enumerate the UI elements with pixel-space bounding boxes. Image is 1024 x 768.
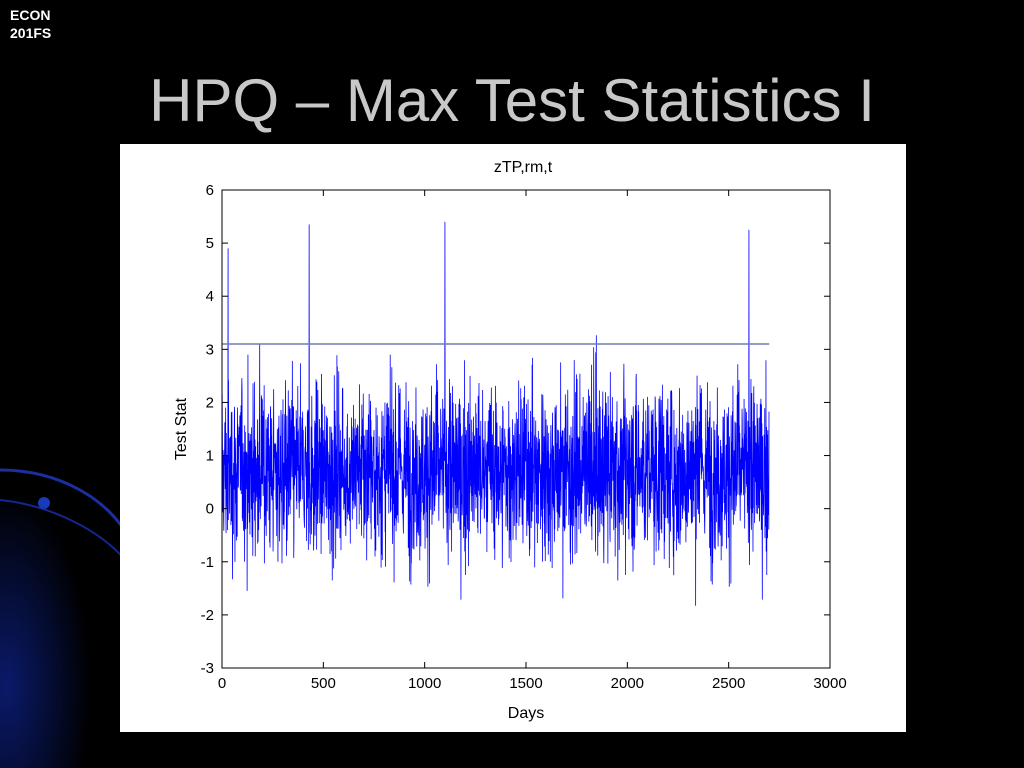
y-tick-label: 2 <box>206 394 214 411</box>
x-tick-label: 1000 <box>408 675 441 692</box>
y-tick-label: 1 <box>206 448 214 465</box>
x-tick-label: 3000 <box>813 675 846 692</box>
y-tick-label: -2 <box>201 607 214 624</box>
course-label: ECON 201FS <box>10 6 51 42</box>
course-label-line1: ECON <box>10 7 51 23</box>
chart-title: zTP,rm,t <box>494 159 553 176</box>
chart-figure: zTP,rm,t 0 500 1000 1500 2000 2500 3000 -3 -2 -1 0… <box>120 144 906 732</box>
y-axis-label: Test Stat <box>173 397 190 460</box>
chart: zTP,rm,t 0 500 1000 1500 2000 2500 3000 -3 -2 -1 0… <box>173 159 847 722</box>
x-tick-label: 0 <box>218 675 226 692</box>
y-tick-label: 3 <box>206 341 214 358</box>
x-axis-label: Days <box>508 705 544 722</box>
swoosh-dot <box>38 497 50 509</box>
y-tick-label: 6 <box>206 182 214 199</box>
slide-title: HPQ – Max Test Statistics I <box>149 67 875 134</box>
y-tick-label: -1 <box>201 554 214 571</box>
swoosh-decoration <box>0 440 140 768</box>
y-tick-label: -3 <box>201 660 214 677</box>
course-label-line2: 201FS <box>10 25 52 41</box>
y-tick-label: 0 <box>206 501 214 518</box>
x-tick-label: 2000 <box>611 675 644 692</box>
x-tick-label: 500 <box>311 675 336 692</box>
x-tick-label: 1500 <box>509 675 542 692</box>
y-tick-label: 4 <box>206 288 214 305</box>
x-tick-label: 2500 <box>712 675 745 692</box>
series-test-stat-line <box>221 221 770 606</box>
y-tick-label: 5 <box>206 235 214 252</box>
